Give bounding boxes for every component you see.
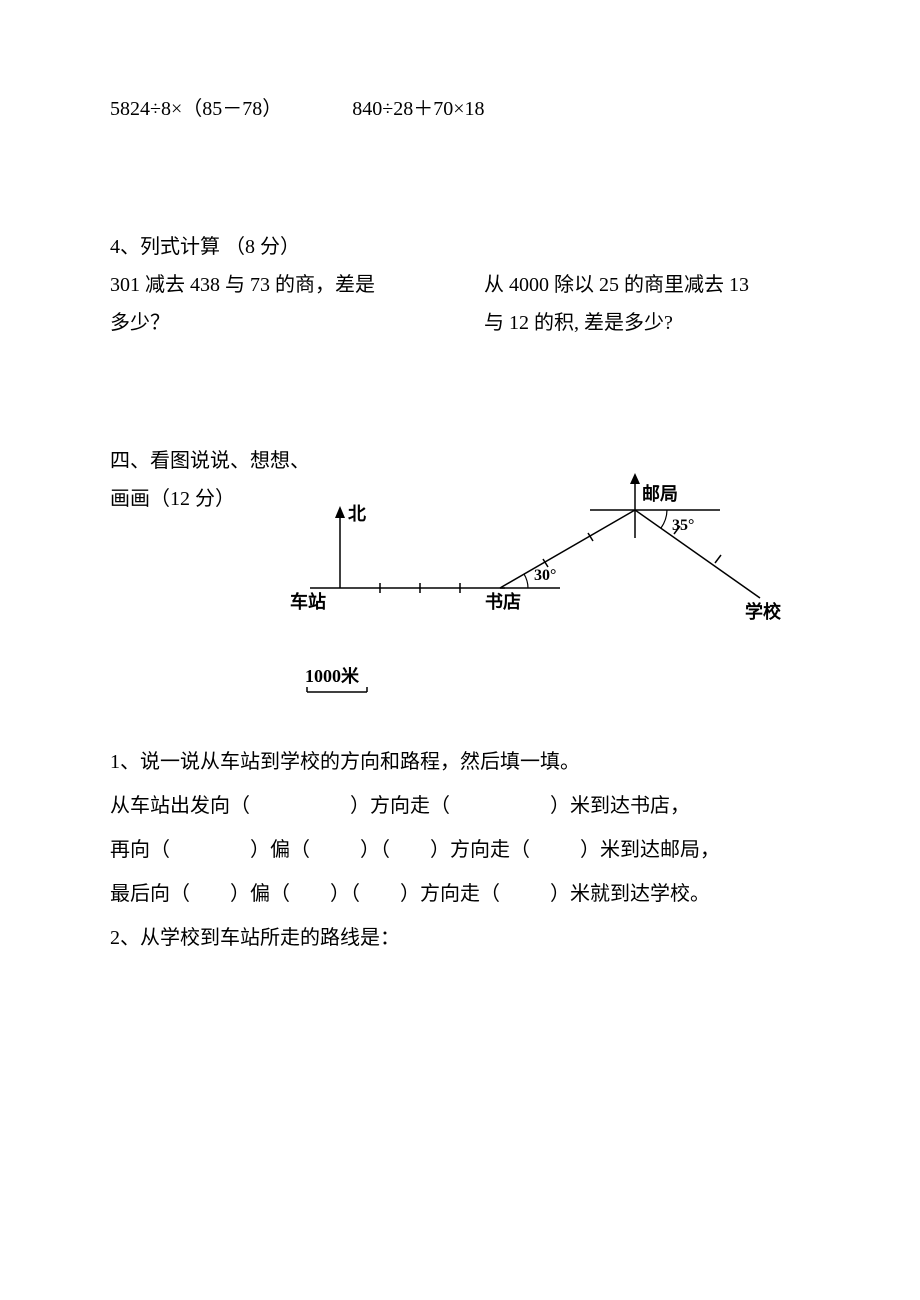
q1-line1: 301 减去 438 与 73 的商，差是 [110, 266, 436, 304]
bookstore-label: 书店 [485, 591, 521, 612]
angle-30-label: 30° [534, 567, 556, 584]
fill-section: 1、说一说从车站到学校的方向和路程，然后填一填。 从车站出发向（ ）方向走（ ）米到… [110, 740, 810, 960]
q1l1-c: ）米到达书店， [550, 795, 690, 817]
expression-2: 840÷28＋70×18 [352, 90, 484, 128]
station-label: 车站 [290, 591, 326, 612]
angle-35-label: 35° [672, 517, 694, 534]
north-arrowhead [335, 506, 345, 518]
north-label: 北 [348, 504, 366, 524]
q1l3-a: 最后向（ [110, 883, 190, 905]
fill-q1-line2: 再向（ ）偏（ ）（ ）方向走（ ）米到达邮局， [110, 828, 810, 872]
diag2-tick2 [715, 555, 721, 563]
q1l3-d: ）方向走（ [400, 883, 500, 905]
school-label: 学校 [745, 601, 782, 622]
angle-35-arc [661, 510, 667, 528]
section-4-q1: 301 减去 438 与 73 的商，差是 多少？ [110, 266, 436, 342]
postoffice-label: 邮局 [642, 483, 678, 504]
section-4-q2: 从 4000 除以 25 的商里减去 13 与 12 的积, 差是多少? [484, 266, 810, 342]
q1l2-d: ）方向走（ [430, 839, 530, 861]
map-diagram: 北 车站 书店 30° 邮局 35° 学校 [290, 468, 810, 710]
q1l3-b: ）偏（ [230, 883, 290, 905]
q1l2-b: ）偏（ [250, 839, 310, 861]
q2-line1: 从 4000 除以 25 的商里减去 13 [484, 266, 810, 304]
fill-q1-line1: 从车站出发向（ ）方向走（ ）米到达书店， [110, 784, 810, 828]
line-postoffice-school [635, 510, 760, 598]
scale-bar: 1000米 [295, 667, 810, 710]
q1l2-a: 再向（ [110, 839, 170, 861]
q1l1-b: ）方向走（ [350, 795, 450, 817]
scale-label: 1000米 [305, 667, 360, 686]
scale-svg: 1000米 [295, 667, 405, 697]
angle-30-arc [524, 574, 528, 588]
section-4-header: 4、列式计算 （8 分） [110, 228, 810, 266]
expression-1: 5824÷8×（85－78） [110, 90, 282, 128]
q1l3-c: ）（ [330, 883, 360, 905]
line-bookstore-postoffice [500, 510, 635, 588]
map-svg: 北 车站 书店 30° 邮局 35° 学校 [290, 468, 790, 648]
q1-line2: 多少？ [110, 304, 436, 342]
section-4: 4、列式计算 （8 分） 301 减去 438 与 73 的商，差是 多少？ 从… [110, 228, 810, 342]
fill-q1-intro: 1、说一说从车站到学校的方向和路程，然后填一填。 [110, 740, 810, 784]
fill-q1-line3: 最后向（ ）偏（ ）（ ）方向走（ ）米就到达学校。 [110, 872, 810, 916]
q1l1-a: 从车站出发向（ [110, 795, 250, 817]
q1l2-e: ）米到达邮局， [580, 839, 720, 861]
section-4-questions: 301 减去 438 与 73 的商，差是 多少？ 从 4000 除以 25 的… [110, 266, 810, 342]
fill-q2: 2、从学校到车站所走的路线是： [110, 916, 810, 960]
q2-line2: 与 12 的积, 差是多少? [484, 304, 810, 342]
expression-row: 5824÷8×（85－78） 840÷28＋70×18 [110, 90, 810, 128]
q1l3-e: ）米就到达学校。 [550, 883, 710, 905]
q1l2-c: ）（ [360, 839, 390, 861]
postoffice-north-arrow [630, 473, 640, 484]
